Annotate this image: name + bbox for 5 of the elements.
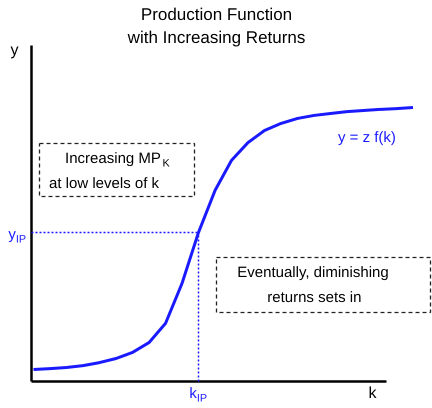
chart-title: Production Function with Increasing Returns: [126, 5, 306, 47]
y-axis-title: y: [10, 42, 18, 59]
annotation: Eventually, diminishing returns sets in: [237, 264, 389, 306]
series-label: y = z f(k): [338, 129, 396, 146]
x-axis-title: k: [368, 385, 378, 402]
